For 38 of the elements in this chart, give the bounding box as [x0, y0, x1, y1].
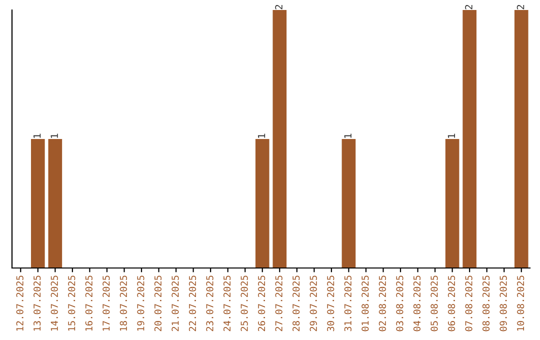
x-tick-label: 12.07.2025: [16, 276, 24, 331]
x-tick-label: 23.07.2025: [206, 276, 214, 332]
x-tick-label: 25.07.2025: [240, 276, 248, 332]
x-tick-label: 24.07.2025: [223, 276, 231, 332]
x-tick-label: 19.07.2025: [137, 276, 144, 331]
x-tick-label: 29.07.2025: [310, 276, 317, 332]
x-tick-label: 03.08.2025: [396, 276, 404, 332]
x-tick-label: 26.07.2025: [258, 276, 266, 332]
x-tick-label: 08.08.2025: [482, 276, 490, 332]
x-tick-label: 17.07.2025: [102, 276, 110, 331]
data-label: 2: [275, 4, 282, 10]
x-tick-label: 22.07.2025: [188, 276, 196, 332]
x-tick-label: 28.07.2025: [292, 276, 300, 332]
data-label: 1: [448, 134, 456, 138]
x-tick-label: 18.07.2025: [120, 276, 127, 331]
x-tick-label: 09.08.2025: [500, 276, 507, 332]
x-tick-label: 27.07.2025: [275, 276, 282, 332]
x-tick-label: 20.07.2025: [154, 276, 162, 332]
x-tick-label: 16.07.2025: [85, 276, 92, 331]
data-label: 2: [516, 4, 524, 10]
x-tick-label: 02.08.2025: [378, 276, 386, 332]
x-tick-label: 30.07.2025: [327, 276, 334, 332]
data-label: 1: [258, 134, 266, 138]
x-tick-label: 10.08.2025: [516, 276, 524, 331]
x-tick-label: 01.08.2025: [362, 276, 369, 332]
x-tick-label: 04.08.2025: [413, 276, 421, 332]
data-label: 1: [34, 134, 41, 138]
x-tick-label: 05.08.2025: [430, 276, 438, 332]
data-label: 1: [344, 134, 352, 138]
x-tick-label: 07.08.2025: [465, 276, 472, 332]
x-tick-label: 31.07.2025: [344, 276, 352, 332]
x-tick-label: 13.07.2025: [34, 276, 41, 331]
data-label: 2: [465, 4, 472, 10]
x-tick-label: 14.07.2025: [50, 276, 58, 331]
x-tick-label: 06.08.2025: [448, 276, 456, 332]
x-tick-label: 21.07.2025: [172, 276, 179, 332]
data-label: 1: [50, 134, 58, 138]
x-tick-label: 15.07.2025: [68, 276, 76, 331]
